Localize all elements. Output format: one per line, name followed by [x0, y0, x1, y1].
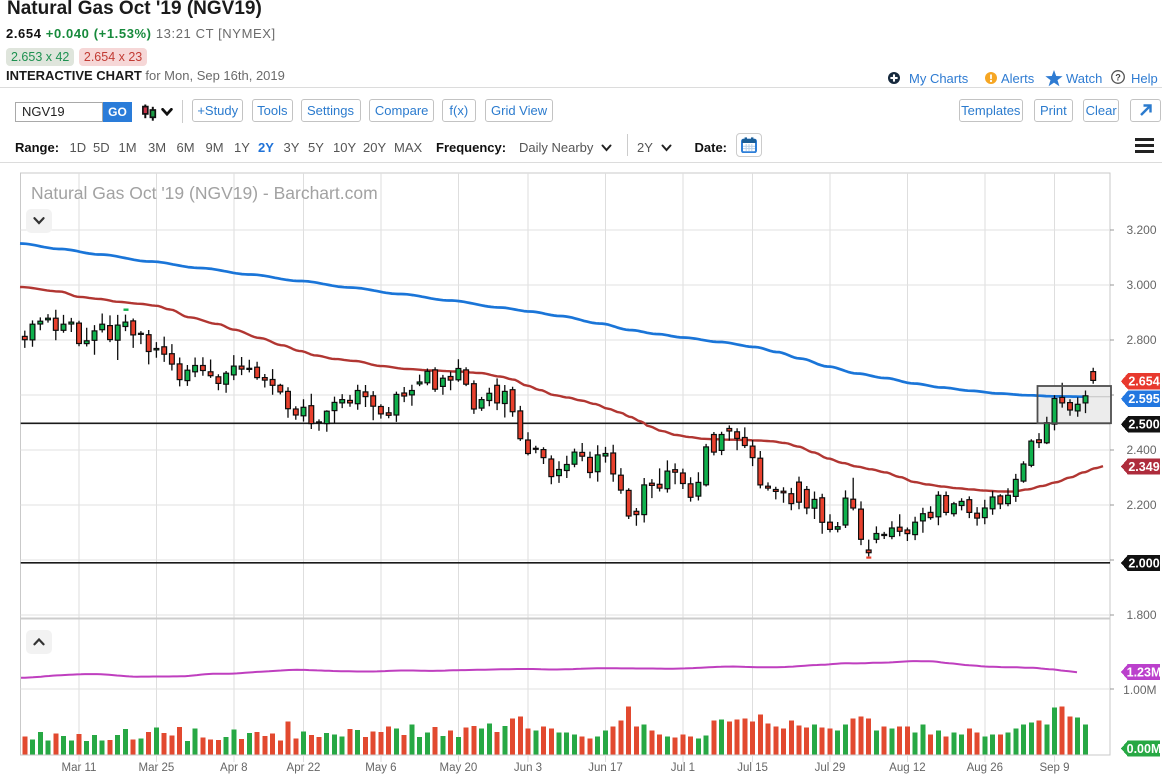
svg-text:Jul 1: Jul 1 — [671, 762, 695, 774]
svg-text:2.500: 2.500 — [1128, 418, 1159, 432]
svg-text:1.23M: 1.23M — [1127, 665, 1162, 679]
svg-text:1.00M: 1.00M — [1123, 683, 1156, 697]
svg-text:May 6: May 6 — [365, 762, 396, 774]
svg-text:Apr 8: Apr 8 — [220, 762, 248, 774]
svg-text:2.800: 2.800 — [1126, 333, 1156, 347]
svg-text:2.400: 2.400 — [1126, 443, 1156, 457]
svg-text:3.200: 3.200 — [1126, 223, 1156, 237]
svg-text:2.654: 2.654 — [1128, 375, 1159, 389]
svg-text:0.00M: 0.00M — [1127, 742, 1162, 756]
svg-text:Jul 15: Jul 15 — [737, 762, 768, 774]
svg-text:2.349: 2.349 — [1128, 460, 1159, 474]
svg-text:Sep 9: Sep 9 — [1039, 762, 1069, 774]
svg-text:Aug 26: Aug 26 — [967, 762, 1003, 774]
svg-text:2.000: 2.000 — [1128, 556, 1159, 570]
svg-text:May 20: May 20 — [440, 762, 478, 774]
svg-text:?: ? — [1115, 72, 1121, 82]
svg-text:2.200: 2.200 — [1126, 498, 1156, 512]
svg-text:3.000: 3.000 — [1126, 278, 1156, 292]
svg-text:Jun 17: Jun 17 — [588, 762, 623, 774]
svg-text:2.595: 2.595 — [1128, 392, 1159, 406]
svg-text:Jul 29: Jul 29 — [815, 762, 846, 774]
svg-text:Aug 12: Aug 12 — [889, 762, 925, 774]
svg-text:Mar 25: Mar 25 — [139, 762, 175, 774]
svg-text:Mar 11: Mar 11 — [62, 762, 97, 774]
svg-text:Apr 22: Apr 22 — [287, 762, 321, 774]
svg-text:Jun 3: Jun 3 — [514, 762, 542, 774]
svg-text:1.800: 1.800 — [1126, 608, 1156, 622]
